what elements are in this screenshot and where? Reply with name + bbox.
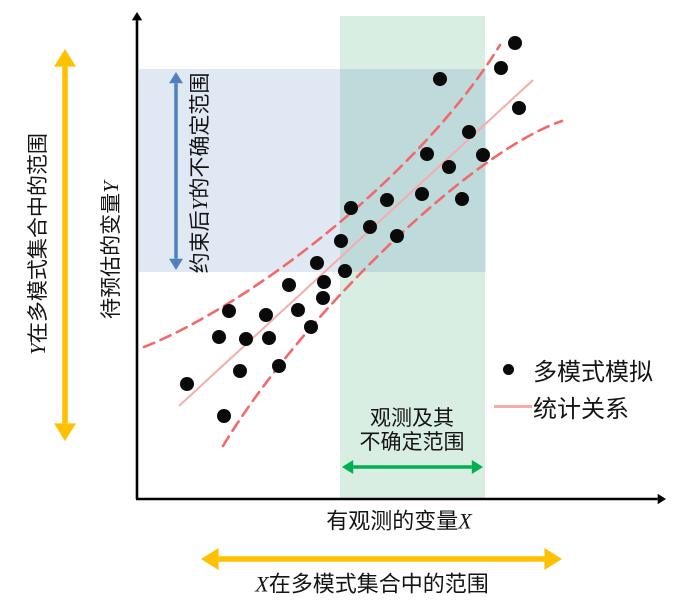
scatter-dot-icon [503,364,514,375]
scatter-point [455,192,469,206]
x-axis-text: 有观测的变量 [326,508,459,534]
scatter-point [316,291,330,305]
scatter-point [282,278,296,292]
y-axis-label: 待预估的变量Y [95,181,125,319]
scatter-point [334,234,348,248]
scatter-point [239,332,253,346]
scatter-point [217,409,231,423]
y-axis-text: 待预估的变量 [99,192,123,319]
y-axis-var: Y [99,181,123,193]
constrained-y-arrow [169,72,183,270]
constrained-uncertainty-label: 约束后Y的不确定范围 [184,73,214,274]
y-range-text: 在多模式集合中的范围 [26,133,50,344]
scatter-point [212,330,226,344]
scatter-point [363,220,377,234]
legend-marker-cell [494,364,533,375]
regression-line-icon [494,405,532,408]
range-arrows-group [54,49,562,570]
scatter-point [233,364,247,378]
scatter-point [304,320,318,334]
x-ensemble-range-arrow [201,548,562,570]
observation-label-line2: 不确定范围 [359,430,465,454]
scatter-point [390,229,404,243]
scatter-point [433,72,447,86]
scatter-point [442,160,456,174]
scatter-point [512,101,526,115]
scatter-point [272,359,286,373]
x-range-text: 在多模式集合中的范围 [268,571,489,597]
y-range-var: Y [26,343,50,355]
x-ensemble-range-label: X在多模式集合中的范围 [255,571,488,596]
legend: 多模式模拟 统计关系 [494,351,653,425]
constrained-band-blue [139,69,486,272]
legend-marker-cell [494,405,533,408]
legend-item-simulations: 多模式模拟 [494,351,653,388]
x-axis-label: 有观测的变量X [326,508,471,533]
lower-confidence-dashed-line [221,119,564,448]
constrained-var: Y [188,198,212,211]
y-ensemble-range-label: Y在多模式集合中的范围 [22,133,52,355]
x-range-var: X [255,571,269,597]
legend-label-simulations: 多模式模拟 [533,360,653,386]
scatter-point [420,147,434,161]
scatter-point [415,187,429,201]
upper-confidence-dashed-line [142,43,502,349]
legend-label-statistical-relation: 统计关系 [533,397,629,423]
observation-band-green [340,16,485,499]
legend-item-statistical-relation: 统计关系 [494,388,653,425]
scatter-point [508,36,522,50]
observation-range-label: 观测及其 不确定范围 [360,406,465,454]
scatter-point [310,256,324,270]
observation-range-arrow [342,460,483,474]
scatter-point [262,331,276,345]
scatter-point [291,303,305,317]
scatter-point [494,61,508,75]
scatter-point [462,125,476,139]
axes-group [131,12,666,505]
scatter-point [259,308,273,322]
constrained-post: 的不确定范围 [188,72,212,199]
scatter-point [222,304,236,318]
constrained-pre: 约束后 [188,210,212,274]
scatter-point [338,264,352,278]
x-axis-var: X [458,508,472,534]
scatter-point [344,201,358,215]
x-axis-line [136,493,666,505]
y-axis-line [131,12,143,499]
scatter-point [317,275,331,289]
observation-label-line1: 观测及其 [370,406,454,430]
scatter-points-group [180,36,526,423]
scatter-point [180,377,194,391]
scatter-point [380,193,394,207]
scatter-point [476,148,490,162]
bands-group [139,16,486,499]
y-ensemble-range-arrow [54,49,76,441]
